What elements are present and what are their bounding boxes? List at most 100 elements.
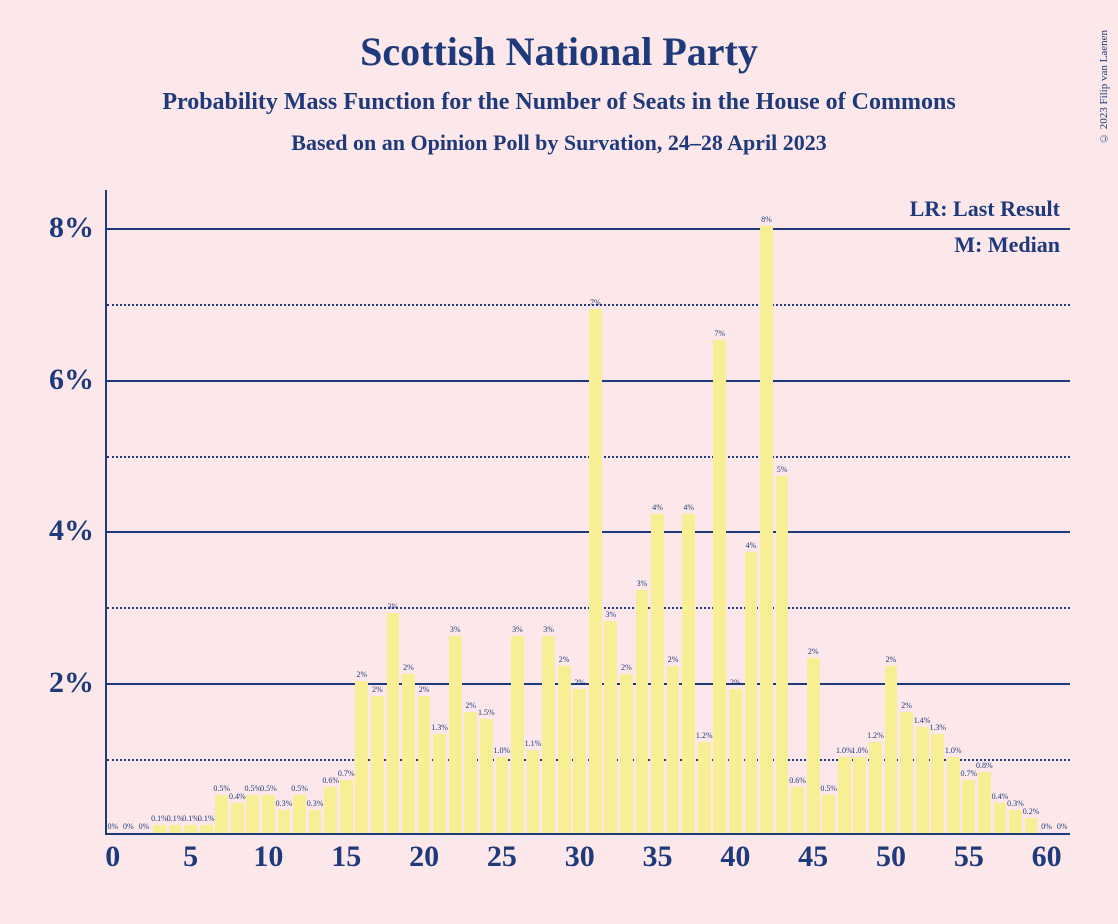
bar	[651, 514, 664, 833]
y-axis	[105, 190, 107, 835]
bar-label: 2%	[886, 655, 897, 664]
bar	[776, 476, 789, 833]
bar	[153, 825, 166, 833]
bar-label: 0%	[139, 822, 150, 831]
bar	[464, 712, 477, 833]
x-tick-label: 35	[643, 840, 673, 874]
bar	[667, 666, 680, 833]
x-tick-label: 50	[876, 840, 906, 874]
bar	[838, 757, 851, 833]
bar-label: 2%	[419, 685, 430, 694]
bar	[355, 681, 368, 833]
bar	[418, 696, 431, 833]
bar-label: 0.4%	[992, 792, 1009, 801]
bar	[387, 613, 400, 833]
x-tick-label: 55	[954, 840, 984, 874]
bar-label: 1.2%	[867, 731, 884, 740]
bar-label: 0.1%	[182, 814, 199, 823]
bar	[231, 803, 244, 833]
bar	[900, 712, 913, 833]
bar	[978, 772, 991, 833]
bar-label: 1.2%	[696, 731, 713, 740]
bar	[200, 825, 213, 833]
bar-label: 3%	[606, 610, 617, 619]
bar	[1009, 810, 1022, 833]
plot-area: LR: Last Result M: Median 2%4%6%8%051015…	[105, 190, 1070, 835]
x-tick-label: 25	[487, 840, 517, 874]
gridline-minor	[107, 304, 1070, 306]
bar	[713, 340, 726, 833]
chart-container: © 2023 Filip van Laenen Scottish Nationa…	[0, 0, 1118, 924]
y-tick-label: 4%	[49, 514, 94, 548]
bar-label: 0%	[123, 822, 134, 831]
bar	[573, 689, 586, 833]
bar	[496, 757, 509, 833]
bar	[449, 636, 462, 833]
bar-label: 7%	[590, 298, 601, 307]
bar-label: 0.6%	[322, 776, 339, 785]
legend: LR: Last Result M: Median	[910, 196, 1060, 268]
bar	[1025, 818, 1038, 833]
y-tick-label: 6%	[49, 363, 94, 397]
y-tick-label: 8%	[49, 211, 94, 245]
chart-subtitle2: Based on an Opinion Poll by Survation, 2…	[0, 130, 1118, 156]
chart-subtitle: Probability Mass Function for the Number…	[0, 89, 1118, 116]
bar-label: 2%	[356, 670, 367, 679]
bar-label: 1.0%	[494, 746, 511, 755]
bar-label: 1.0%	[852, 746, 869, 755]
x-tick-label: 15	[331, 840, 361, 874]
bar-label: 2%	[668, 655, 679, 664]
bar-label: 1.3%	[431, 723, 448, 732]
bar-label: 3%	[637, 579, 648, 588]
bar	[791, 787, 804, 833]
bar	[853, 757, 866, 833]
x-axis	[105, 833, 1070, 835]
bar	[962, 780, 975, 833]
bar-label: 8%	[761, 215, 772, 224]
bar	[527, 750, 540, 833]
bar	[947, 757, 960, 833]
x-tick-label: 0	[105, 840, 120, 874]
chart-title: Scottish National Party	[0, 28, 1118, 75]
bar-label: 4%	[652, 503, 663, 512]
bar	[589, 309, 602, 833]
x-tick-label: 40	[720, 840, 750, 874]
bar	[246, 795, 259, 833]
bar	[822, 795, 835, 833]
bar-label: 0.4%	[229, 792, 246, 801]
bar-label: 2%	[730, 678, 741, 687]
bar	[620, 674, 633, 833]
x-tick-label: 20	[409, 840, 439, 874]
x-tick-label: 45	[798, 840, 828, 874]
bar	[558, 666, 571, 833]
bar	[340, 780, 353, 833]
bar	[371, 696, 384, 833]
bar	[542, 636, 555, 833]
bar-label: 0.1%	[198, 814, 215, 823]
x-tick-label: 10	[253, 840, 283, 874]
bar	[682, 514, 695, 833]
bar	[324, 787, 337, 833]
bar	[278, 810, 291, 833]
bar-label: 7%	[714, 329, 725, 338]
bar-label: 3%	[543, 625, 554, 634]
bar-label: 4%	[746, 541, 757, 550]
bar-label: 0.5%	[213, 784, 230, 793]
bar	[729, 689, 742, 833]
bar	[994, 803, 1007, 833]
bar-label: 0.1%	[167, 814, 184, 823]
bar	[807, 658, 820, 833]
bar	[184, 825, 197, 833]
bar-label: 3%	[450, 625, 461, 634]
bar-label: 0.5%	[291, 784, 308, 793]
bar-label: 2%	[403, 663, 414, 672]
x-tick-label: 5	[183, 840, 198, 874]
bar-label: 0%	[1041, 822, 1052, 831]
bar-label: 1.0%	[836, 746, 853, 755]
bar	[636, 590, 649, 833]
bar-label: 0%	[107, 822, 118, 831]
bar-label: 2%	[559, 655, 570, 664]
bar-label: 3%	[512, 625, 523, 634]
bar-label: 3%	[388, 602, 399, 611]
bar	[604, 621, 617, 833]
